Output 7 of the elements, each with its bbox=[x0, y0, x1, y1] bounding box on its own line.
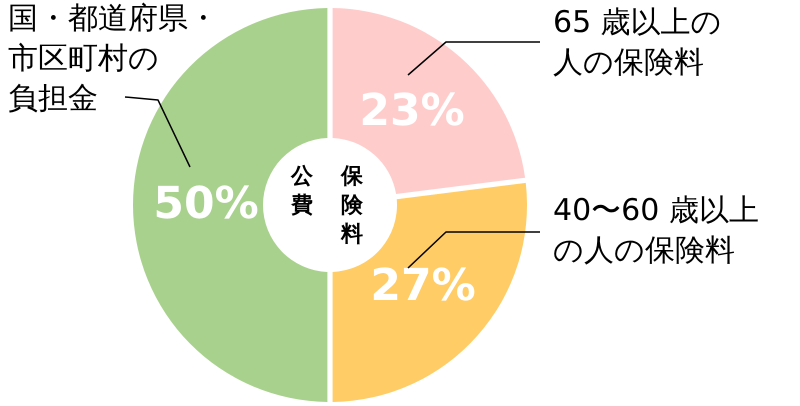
data-label: 27% bbox=[370, 260, 476, 312]
slice-label: 65 歳以上の人の保険料 bbox=[553, 5, 722, 80]
slice-label: 40〜60 歳以上の人の保険料 bbox=[553, 193, 759, 268]
data-label: 50% bbox=[153, 178, 259, 229]
text: 公費 bbox=[290, 164, 314, 218]
text: 保険料 bbox=[340, 164, 364, 247]
slice-label: 国・都道府県・市区町村の負担金 bbox=[8, 1, 218, 116]
